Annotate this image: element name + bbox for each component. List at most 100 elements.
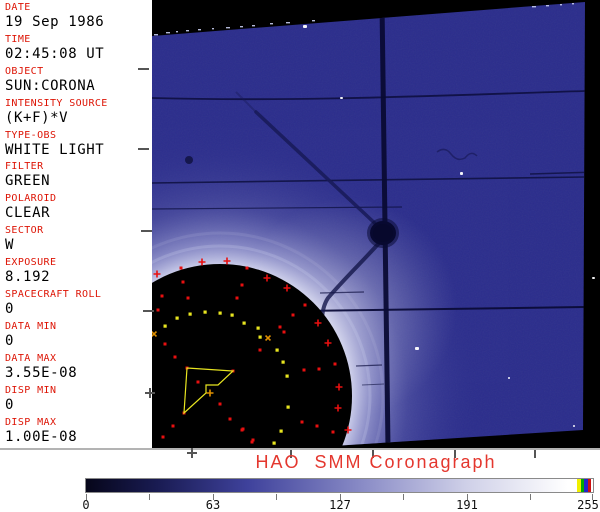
field-label: DISP MIN: [5, 384, 57, 396]
colorbar-end-stripe: [581, 479, 584, 492]
field-label: OBJECT: [5, 65, 44, 77]
calibration-dot-yellow: [218, 311, 222, 315]
colorbar-tick: [467, 494, 468, 500]
calibration-dot-red: [196, 380, 200, 384]
calibration-markers: [152, 257, 352, 445]
colorbar-tick: [276, 494, 277, 500]
colorbar-label: 63: [205, 498, 221, 512]
calibration-dot-yellow: [279, 429, 283, 433]
colorbar-label: 191: [456, 498, 478, 512]
field-value: SUN:CORONA: [5, 77, 96, 94]
metadata-field: FILTER GREEN: [0, 159, 152, 191]
colorbar-tick: [86, 494, 87, 500]
calibration-dot-red: [171, 424, 175, 428]
colorbar-gradient: [86, 479, 593, 492]
metadata-sidebar: DATE 19 Sep 1986 TIME 02:45:08 UT OBJECT SUN:…: [0, 0, 152, 450]
field-label: FILTER: [5, 161, 44, 173]
calibration-dot-red: [258, 348, 262, 352]
speckle: [240, 26, 243, 28]
calibration-dot-red: [315, 424, 319, 428]
calibration-dot-red: [163, 342, 167, 346]
metadata-field: DATA MAX 3.55E-08: [0, 351, 152, 383]
coronagraph-image: [152, 0, 600, 448]
star: [592, 277, 595, 279]
speckle: [532, 6, 536, 8]
field-label: DATE: [5, 2, 31, 13]
pylon-knob-shadow: [367, 218, 399, 248]
calibration-cross-marker: [206, 389, 214, 397]
colorbar-label: 0: [82, 498, 90, 512]
colorbar-label: 127: [329, 498, 351, 512]
dust-spot: [185, 156, 193, 164]
calibration-cross-marker: [153, 270, 161, 278]
calibration-dot-yellow: [275, 348, 279, 352]
pylon-shadow-diagonal: [235, 91, 257, 113]
calibration-x-marker: [264, 334, 272, 342]
calibration-dot-red: [156, 308, 160, 312]
field-label: SECTOR: [5, 225, 44, 237]
metadata-field: DISP MAX 1.00E-08: [0, 415, 152, 447]
pylon-shadow-diagonal: [254, 110, 383, 231]
calibration-cross-marker: [314, 319, 322, 327]
fiducial-hdash: [143, 310, 154, 312]
calibration-cross-marker: [198, 258, 206, 266]
calibration-dot-red: [251, 438, 255, 442]
star: [508, 377, 510, 379]
calibration-cross-marker: [223, 257, 231, 265]
calibration-dot-red: [245, 266, 249, 270]
metadata-field: TIME 02:45:08 UT: [0, 32, 152, 64]
calibration-dot-yellow: [256, 326, 260, 330]
calibration-dot-red: [278, 325, 282, 329]
calibration-dot-red: [186, 296, 190, 300]
field-value: 3.55E-08: [5, 364, 78, 381]
speckle: [166, 32, 170, 34]
calibration-dot-yellow: [230, 313, 234, 317]
speckle: [226, 27, 230, 29]
calibration-dot-red: [179, 266, 183, 270]
calibration-cross-marker: [263, 274, 271, 282]
calibration-dot-yellow: [242, 321, 246, 325]
calibration-dot-yellow: [175, 316, 179, 320]
metadata-field: OBJECT SUN:CORONA: [0, 64, 152, 96]
calibration-dot-red: [181, 280, 185, 284]
calibration-cross-marker: [335, 383, 343, 391]
field-value: 19 Sep 1986: [5, 14, 105, 30]
speckle: [270, 23, 273, 25]
colorbar-tick: [592, 494, 593, 500]
calibration-dot-yellow: [188, 312, 192, 316]
colorbar-tick: [340, 494, 341, 500]
calibration-cross-marker: [344, 426, 352, 434]
calibration-dot-red: [161, 435, 165, 439]
speckle: [312, 20, 315, 22]
dark-artifacts: [152, 3, 585, 447]
field-label: DATA MAX: [5, 352, 57, 364]
scan-line: [355, 364, 383, 367]
field-label: EXPOSURE: [5, 257, 57, 269]
field-value: 1.00E-08: [5, 428, 78, 445]
star: [415, 347, 419, 350]
fiducial-plus: [149, 388, 151, 398]
speckle: [252, 25, 255, 27]
speckle: [154, 34, 158, 36]
scan-line: [361, 383, 385, 386]
scan-line: [152, 176, 585, 184]
field-value: 0: [5, 301, 15, 318]
scan-line: [529, 171, 585, 175]
calibration-dot-yellow: [163, 324, 167, 328]
metadata-field: DATA MIN 0: [0, 319, 152, 351]
field-value: 02:45:08 UT: [5, 45, 105, 62]
star: [573, 425, 575, 427]
colorbar-tick: [403, 494, 404, 500]
calibration-dot-red: [303, 303, 307, 307]
scan-line: [152, 90, 585, 101]
calibration-dot-red: [218, 402, 222, 406]
calibration-dot-red: [282, 330, 286, 334]
occulting-disk: [152, 264, 352, 448]
colorbar-label: 255: [577, 498, 599, 512]
fiducial-hdash: [138, 68, 149, 70]
metadata-field: INTENSITY SOURCE (K+F)*V: [0, 96, 152, 128]
fiducial-vdash: [290, 450, 292, 458]
calibration-dot-yellow: [285, 374, 289, 378]
colorbar-tick: [530, 494, 531, 500]
